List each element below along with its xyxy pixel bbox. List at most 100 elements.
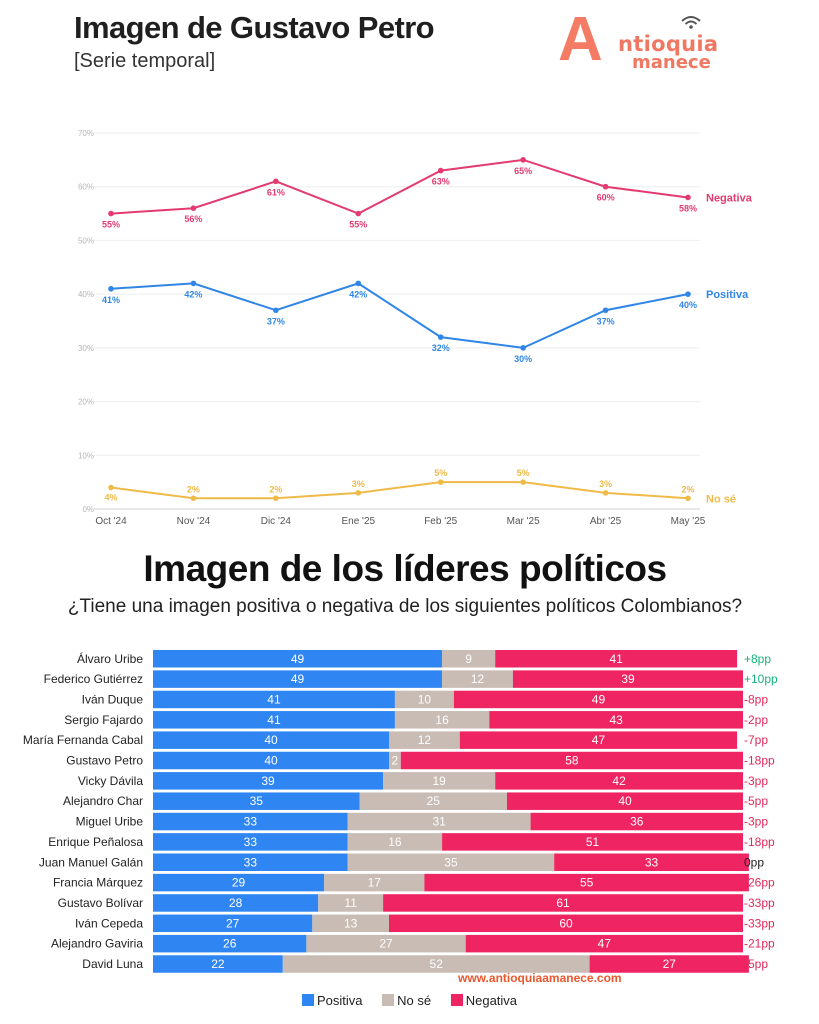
bar-segment-1 [389, 751, 401, 770]
bar-value-label: 29 [232, 876, 246, 890]
chart-subtitle: [Serie temporal] [74, 50, 216, 72]
bar-segment-2 [530, 812, 743, 831]
difference-label: -8pp [744, 692, 768, 706]
data-label: 32% [432, 343, 450, 353]
bar-segment-2 [589, 955, 749, 973]
politician-name: Sergio Fajardo [64, 713, 143, 727]
bar-value-label: 49 [291, 652, 305, 666]
bar-segment-1 [359, 792, 507, 810]
bar-segment-0 [153, 650, 443, 668]
data-point [437, 167, 444, 174]
difference-label: -26pp [744, 876, 775, 890]
bar-segment-1 [306, 934, 466, 953]
bar-segment-0 [153, 772, 384, 790]
bar-segment-0 [153, 670, 443, 688]
bar-segment-2 [489, 711, 743, 729]
bar-value-label: 12 [418, 733, 432, 747]
data-point [108, 210, 114, 217]
data-label: 55% [102, 220, 120, 230]
difference-label: -3pp [744, 774, 768, 788]
x-tick-label: Mar '25 [507, 516, 540, 527]
data-point [273, 307, 279, 314]
politician-name: María Fernanda Cabal [23, 733, 143, 747]
difference-label: -21pp [744, 937, 775, 951]
data-label: 2% [269, 484, 282, 494]
bar-value-label: 60 [559, 916, 573, 930]
y-tick-label: 0% [82, 505, 94, 514]
bar-value-label: 22 [211, 957, 225, 971]
bar-segment-0 [153, 711, 395, 729]
bar-value-label: 28 [229, 896, 243, 910]
bar-value-label: 2 [392, 754, 399, 768]
politician-name: Francia Márquez [53, 876, 143, 890]
bar-segment-1 [282, 955, 590, 973]
y-tick-label: 20% [78, 398, 94, 407]
bar-segment-2 [389, 914, 743, 933]
leaders-question: ¿Tiene una imagen positiva o negativa de… [67, 596, 743, 617]
leaders-title: Imagen de los líderes políticos [143, 548, 667, 589]
legend-positiva-label: Positiva [316, 993, 363, 1008]
data-point [602, 490, 609, 496]
bar-segment-0 [153, 690, 395, 709]
bar-value-label: 10 [418, 692, 432, 706]
bar-segment-0 [153, 731, 389, 749]
bar-value-label: 16 [435, 713, 449, 727]
politician-name: Enrique Peñalosa [48, 835, 143, 849]
y-tick-label: 40% [78, 290, 94, 299]
bar-segment-0 [153, 955, 283, 973]
data-point [190, 280, 197, 287]
petro-time-series-chart: 0% 10% 20% 30% 40% 50% 60% 70% Oct '24 Nov '24 Dic… [78, 129, 753, 527]
bar-value-label: 17 [368, 876, 382, 890]
data-label: 37% [597, 316, 615, 326]
difference-label: -2pp [744, 713, 768, 727]
data-label: 3% [352, 479, 365, 489]
bar-segment-2 [512, 670, 743, 688]
bar-value-label: 47 [592, 733, 606, 747]
legend-negativa: Negativa [450, 993, 517, 1008]
logo-text-2: manece [632, 52, 711, 73]
bar-value-label: 47 [598, 937, 612, 951]
data-point [685, 495, 691, 502]
series-name-label: No sé [706, 493, 736, 505]
data-label: 4% [104, 493, 117, 503]
bar-value-label: 33 [244, 855, 258, 869]
bar-value-label: 33 [244, 835, 258, 849]
data-label: 61% [267, 187, 285, 197]
bar-segment-2 [507, 792, 743, 810]
bar-segment-0 [153, 934, 307, 953]
bar-value-label: 27 [379, 937, 393, 951]
data-label: 2% [187, 484, 200, 494]
bar-segment-1 [383, 772, 496, 790]
bar-segment-0 [153, 833, 348, 851]
legend-nose: No sé [382, 993, 431, 1008]
data-label: 40% [679, 300, 697, 310]
bar-value-label: 26 [223, 937, 237, 951]
bar-value-label: 11 [344, 896, 357, 910]
bar-value-label: 49 [291, 672, 305, 686]
difference-label: -3pp [744, 815, 768, 829]
bar-segment-1 [394, 711, 490, 729]
data-point [520, 345, 526, 351]
bar-value-label: 13 [344, 916, 358, 930]
difference-label: -7pp [744, 733, 768, 747]
series-line-2 [110, 481, 689, 500]
logo-text-1: ntioquia [618, 32, 719, 56]
politician-name: Iván Duque [82, 692, 144, 706]
data-point [190, 495, 197, 502]
bar-segment-1 [394, 690, 454, 709]
difference-label: -18pp [744, 754, 775, 768]
difference-label: +10pp [744, 672, 778, 686]
bar-segment-1 [347, 812, 531, 831]
data-label: 42% [184, 289, 202, 299]
data-point [437, 479, 444, 485]
bar-segment-2 [453, 690, 743, 709]
bar-segment-2 [459, 731, 738, 749]
x-tick-label: Abr '25 [590, 516, 622, 527]
bar-value-label: 43 [609, 713, 623, 727]
leaders-bar-chart: Álvaro Uribe 49 9 41 +8pp Federico Gutiérrez 4… [23, 650, 778, 973]
bar-segment-1 [442, 650, 496, 668]
bar-value-label: 41 [609, 652, 623, 666]
bar-segment-1 [347, 833, 443, 851]
data-label: 5% [517, 468, 530, 478]
difference-label: -5pp [744, 957, 768, 971]
